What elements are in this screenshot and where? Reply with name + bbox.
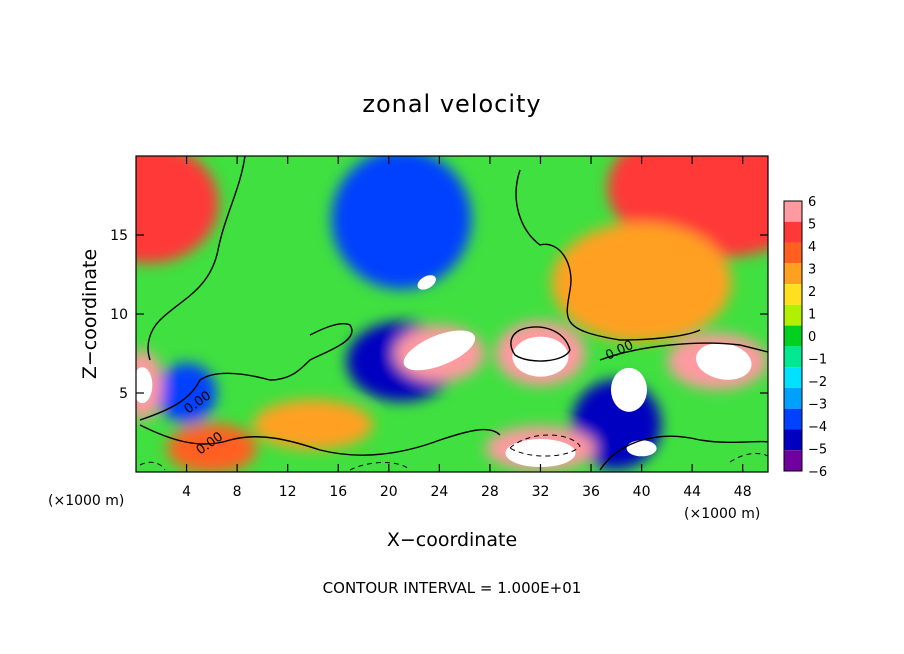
x-axis: 4 8 12 16 20 24 28 32 36 40 44 48 [182,156,752,500]
x-tick-label: 28 [481,484,499,500]
heatmap-region [331,156,472,290]
x-tick-label: 4 [182,484,191,500]
x-tick-label: 32 [532,484,550,500]
colorbar-swatch [784,408,802,430]
y-tick-label: 5 [119,386,128,402]
contour-interval-note: CONTOUR INTERVAL = 1.000E+01 [323,579,582,597]
colorbar-tick-label: 0 [808,330,816,345]
colorbar-tick-label: 5 [808,218,816,233]
saturated-core [610,367,647,412]
heatmap-region [551,222,732,343]
saturated-core [417,275,436,290]
x-axis-label: X−coordinate [387,529,517,551]
x-unit-right: (×1000 m) [684,506,760,522]
x-unit-left: (×1000 m) [48,493,124,509]
colorbar-tick-label: −4 [808,420,827,435]
colorbar-swatch [784,429,802,451]
x-tick-label: 48 [734,484,752,500]
x-tick-label: 36 [582,484,600,500]
colorbar-tick-label: −6 [808,465,827,480]
y-axis-label: Z−coordinate [79,249,101,379]
colorbar-swatch [784,263,802,285]
colorbar-tick-label: 2 [808,285,816,300]
colorbar-swatch [784,450,802,471]
saturated-core [626,440,657,457]
heatmap-region [166,423,257,472]
saturated-core [136,367,153,404]
heatmap-region [136,156,219,264]
colorbar-tick-label: −2 [808,375,827,390]
contour-lines [139,156,768,471]
colorbar-swatch [784,367,802,388]
colorbar-tick-label: 1 [808,308,816,323]
colorbar-swatch [784,242,802,264]
colorbar-frame [783,200,803,472]
colorbar-tick-label: −3 [808,398,827,413]
plot-area: 0.00 0.00 0.00 [136,156,768,472]
x-tick-label: 20 [380,484,398,500]
heatmap-region [156,363,217,423]
colorbar: 6 5 4 3 2 1 0 −1 −2 −3 −4 −5 −6 [783,195,827,480]
chart-title: zonal velocity [362,90,541,118]
colorbar-tick-label: 6 [808,195,816,210]
x-tick-label: 12 [279,484,297,500]
colorbar-swatch [784,221,802,243]
x-tick-label: 16 [329,484,347,500]
colorbar-swatch [784,304,802,326]
saturated-core [512,336,569,377]
saturated-core [505,439,576,468]
colorbar-swatch [784,387,802,409]
y-axis: 5 10 15 [110,228,768,402]
colorbar-swatch [784,346,802,368]
x-tick-label: 44 [683,484,701,500]
saturated-core [696,343,752,380]
saturated-core [403,330,476,371]
x-tick-label: 24 [430,484,448,500]
colorbar-swatch [784,284,802,305]
x-tick-label: 8 [233,484,242,500]
colorbar-tick-label: −5 [808,443,827,458]
colorbar-swatch [784,201,802,222]
colorbar-tick-label: 4 [808,240,816,255]
y-tick-label: 10 [110,307,128,323]
x-tick-label: 40 [633,484,651,500]
colorbar-swatch [784,325,802,347]
colorbar-tick-label: 3 [808,263,816,278]
heatmap-region [252,399,373,450]
y-tick-label: 15 [110,228,128,244]
colorbar-tick-label: −1 [808,353,827,368]
